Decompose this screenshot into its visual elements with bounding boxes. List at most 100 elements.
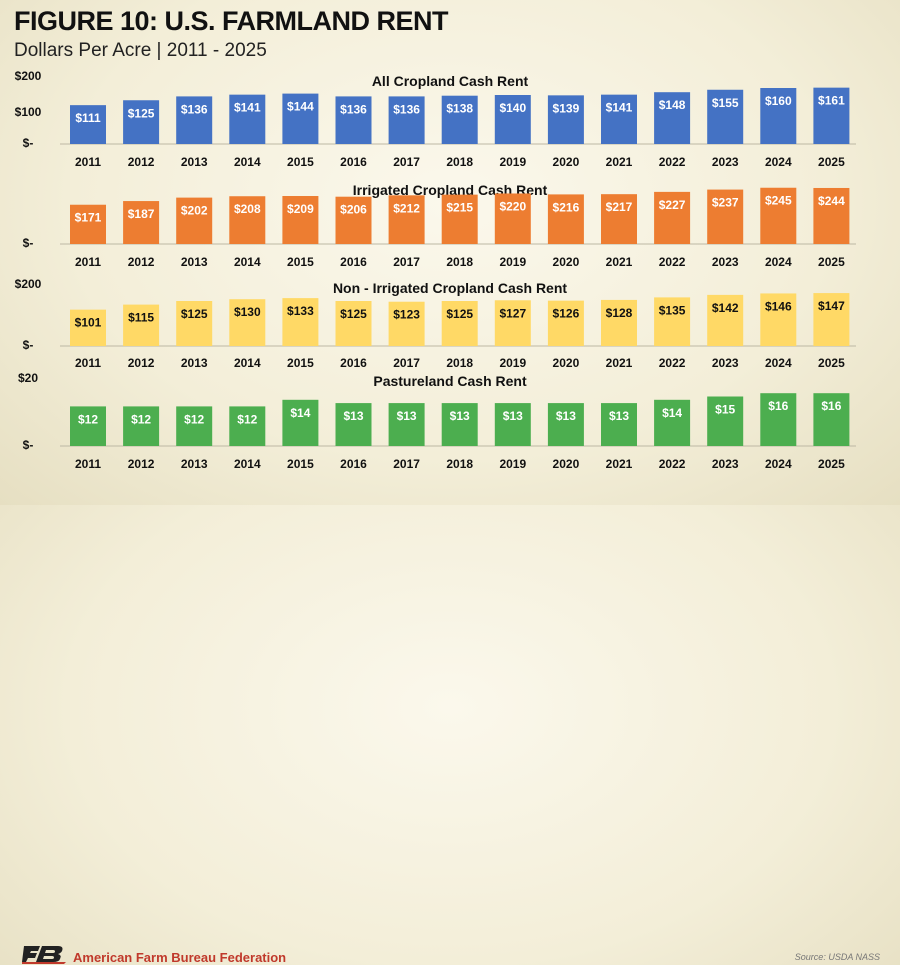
pastureland-data-label: $12 bbox=[237, 412, 257, 426]
non-irrigated-cropland-x-tick-label: 2017 bbox=[393, 356, 420, 370]
non-irrigated-cropland-bar bbox=[282, 298, 319, 346]
all-cropland-x-tick-label: 2021 bbox=[606, 155, 633, 169]
all-cropland-y-tick: $100 bbox=[15, 105, 42, 119]
irrigated-cropland-data-label: $245 bbox=[765, 194, 792, 208]
all-cropland-data-label: $141 bbox=[234, 101, 261, 115]
non-irrigated-cropland-x-tick-label: 2021 bbox=[606, 356, 633, 370]
pastureland-x-tick-label: 2024 bbox=[765, 457, 792, 470]
pastureland-data-label: $13 bbox=[609, 409, 629, 423]
all-cropland-bar bbox=[813, 87, 850, 144]
pastureland-data-label: $13 bbox=[503, 409, 523, 423]
pastureland-bar bbox=[335, 403, 372, 446]
pastureland-data-label: $12 bbox=[78, 412, 98, 426]
all-cropland-data-label: $141 bbox=[606, 101, 633, 115]
irrigated-cropland-x-tick-label: 2014 bbox=[234, 255, 261, 269]
non-irrigated-cropland-bar bbox=[123, 304, 160, 346]
all-cropland-data-label: $125 bbox=[128, 106, 155, 120]
irrigated-cropland-bar bbox=[813, 187, 850, 244]
pastureland-x-tick-label: 2021 bbox=[606, 457, 633, 470]
irrigated-cropland-data-label: $212 bbox=[393, 201, 420, 215]
pastureland-bar bbox=[441, 403, 478, 446]
irrigated-cropland-bar bbox=[654, 191, 691, 244]
pastureland-data-label: $13 bbox=[343, 409, 363, 423]
non-irrigated-cropland-y-tick: $200 bbox=[15, 277, 42, 291]
non-irrigated-cropland-data-label: $133 bbox=[287, 304, 314, 318]
non-irrigated-cropland-bar bbox=[760, 293, 797, 346]
irrigated-cropland-x-tick-label: 2016 bbox=[340, 255, 367, 269]
non-irrigated-cropland-data-label: $146 bbox=[765, 299, 792, 313]
irrigated-cropland-bar bbox=[601, 194, 637, 244]
irrigated-cropland-x-tick-label: 2011 bbox=[75, 255, 101, 269]
all-cropland-bar bbox=[654, 92, 691, 144]
all-cropland-y-tick: $- bbox=[23, 136, 34, 150]
pastureland-bar bbox=[654, 399, 691, 446]
irrigated-cropland-data-label: $187 bbox=[128, 207, 155, 221]
irrigated-cropland-x-tick-label: 2021 bbox=[606, 255, 633, 269]
pastureland-x-tick-label: 2019 bbox=[499, 457, 526, 470]
irrigated-cropland-x-tick-label: 2019 bbox=[499, 255, 526, 269]
pastureland-data-label: $13 bbox=[556, 409, 576, 423]
irrigated-cropland-data-label: $227 bbox=[659, 198, 686, 212]
pastureland-bar bbox=[813, 393, 850, 446]
irrigated-cropland-x-tick-label: 2017 bbox=[393, 255, 420, 269]
pastureland-bar bbox=[282, 399, 319, 446]
irrigated-cropland-bar bbox=[547, 194, 584, 244]
non-irrigated-cropland-x-tick-label: 2025 bbox=[818, 356, 845, 370]
irrigated-cropland-bar bbox=[229, 196, 266, 244]
pastureland-data-label: $16 bbox=[768, 399, 788, 413]
irrigated-cropland-x-tick-label: 2018 bbox=[446, 255, 473, 269]
pastureland-x-tick-label: 2023 bbox=[712, 457, 739, 470]
non-irrigated-cropland-bar bbox=[813, 293, 850, 346]
non-irrigated-cropland-data-label: $123 bbox=[393, 308, 420, 322]
all-cropland-chart-title: All Cropland Cash Rent bbox=[372, 73, 529, 89]
irrigated-cropland-bar bbox=[282, 196, 319, 244]
non-irrigated-cropland-x-tick-label: 2016 bbox=[340, 356, 367, 370]
irrigated-cropland-x-tick-label: 2024 bbox=[765, 255, 792, 269]
pastureland-data-label: $16 bbox=[821, 399, 841, 413]
non-irrigated-cropland-bar bbox=[335, 301, 372, 346]
irrigated-cropland-bar bbox=[441, 194, 478, 244]
pastureland-x-tick-label: 2013 bbox=[181, 457, 208, 470]
non-irrigated-cropland-x-tick-label: 2024 bbox=[765, 356, 792, 370]
pastureland-x-tick-label: 2015 bbox=[287, 457, 314, 470]
pastureland-x-tick-label: 2012 bbox=[128, 457, 155, 470]
pastureland-x-tick-label: 2022 bbox=[659, 457, 686, 470]
irrigated-cropland-data-label: $206 bbox=[340, 203, 367, 217]
pastureland-x-tick-label: 2018 bbox=[446, 457, 473, 470]
irrigated-cropland-data-label: $215 bbox=[446, 201, 473, 215]
non-irrigated-cropland-bar bbox=[176, 301, 213, 346]
pastureland-x-tick-label: 2017 bbox=[393, 457, 420, 470]
all-cropland-x-tick-label: 2015 bbox=[287, 155, 314, 169]
all-cropland-x-tick-label: 2022 bbox=[659, 155, 686, 169]
non-irrigated-cropland-x-tick-label: 2023 bbox=[712, 356, 739, 370]
non-irrigated-cropland-bar bbox=[494, 300, 531, 346]
afbf-logo-icon bbox=[22, 946, 66, 964]
irrigated-cropland-bar bbox=[494, 193, 531, 244]
non-irrigated-cropland-data-label: $130 bbox=[234, 305, 261, 319]
pastureland-bar bbox=[601, 403, 637, 446]
all-cropland-x-tick-label: 2023 bbox=[712, 155, 739, 169]
all-cropland-x-tick-label: 2020 bbox=[553, 155, 580, 169]
all-cropland-data-label: $136 bbox=[340, 102, 367, 116]
irrigated-cropland-x-tick-label: 2020 bbox=[553, 255, 580, 269]
all-cropland-data-label: $138 bbox=[446, 102, 473, 116]
pastureland-x-tick-label: 2020 bbox=[553, 457, 580, 470]
all-cropland-data-label: $155 bbox=[712, 96, 739, 110]
non-irrigated-cropland-bar bbox=[547, 300, 584, 346]
non-irrigated-cropland-data-label: $142 bbox=[712, 301, 739, 315]
all-cropland-data-label: $111 bbox=[75, 111, 101, 125]
irrigated-cropland-data-label: $202 bbox=[181, 204, 208, 218]
pastureland-bar bbox=[760, 393, 797, 446]
pastureland-x-tick-label: 2016 bbox=[340, 457, 367, 470]
pastureland-x-tick-label: 2014 bbox=[234, 457, 261, 470]
non-irrigated-cropland-bar bbox=[441, 301, 478, 346]
all-cropland-data-label: $136 bbox=[181, 102, 208, 116]
all-cropland-x-tick-label: 2012 bbox=[128, 155, 155, 169]
pastureland-bar bbox=[229, 406, 266, 446]
all-cropland-bar bbox=[335, 96, 372, 144]
all-cropland-x-tick-label: 2017 bbox=[393, 155, 420, 169]
all-cropland-data-label: $140 bbox=[499, 101, 526, 115]
all-cropland-bar bbox=[707, 89, 744, 144]
irrigated-cropland-x-tick-label: 2025 bbox=[818, 255, 845, 269]
all-cropland-bar bbox=[760, 88, 797, 144]
